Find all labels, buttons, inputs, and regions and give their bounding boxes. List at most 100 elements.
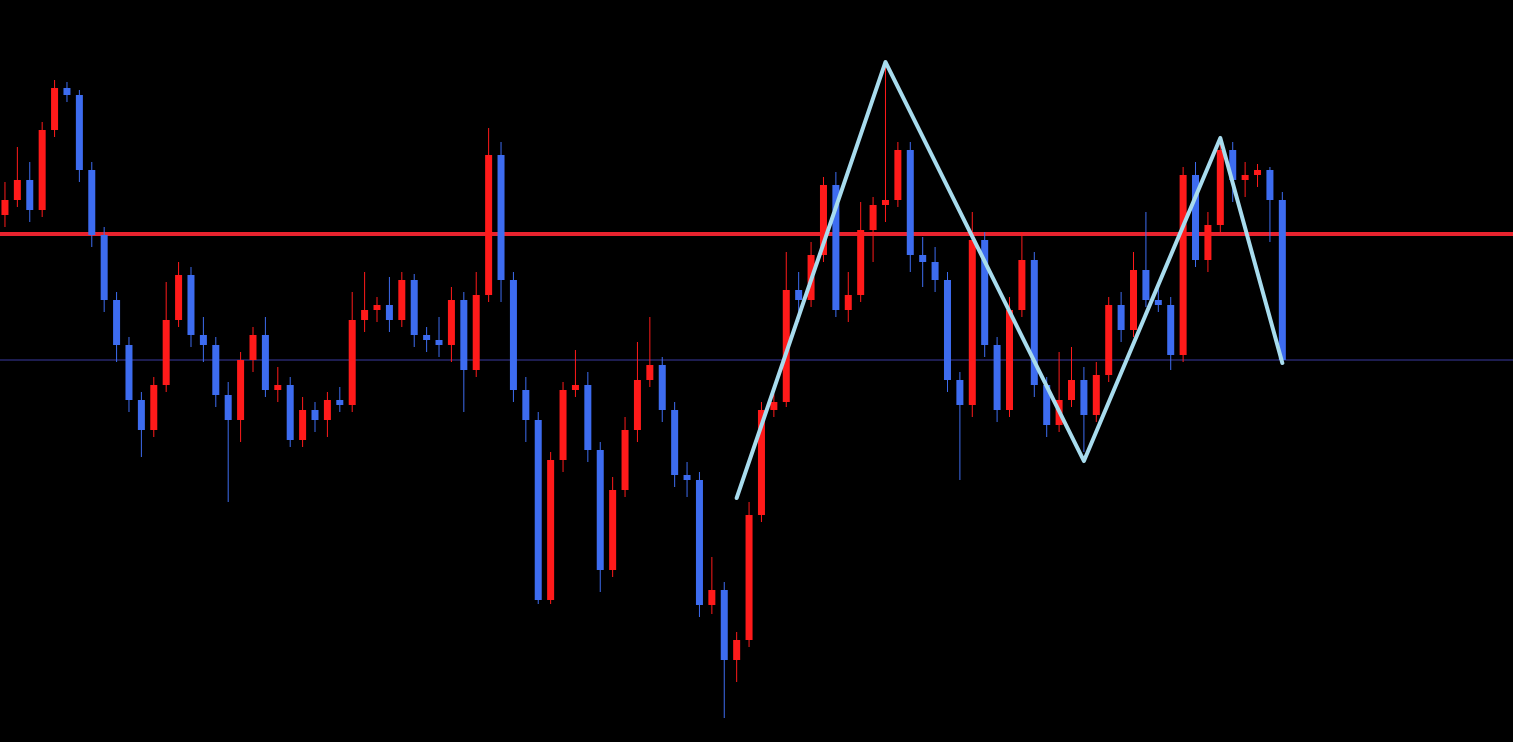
candle-body	[75, 95, 83, 170]
candle-body	[968, 240, 976, 405]
candle-body	[1142, 270, 1150, 300]
candle-body	[695, 480, 703, 605]
candle-body	[1167, 305, 1175, 355]
candle-body	[1192, 175, 1200, 260]
candle-body	[497, 155, 505, 280]
candle-body	[460, 300, 468, 370]
candle-body	[832, 185, 840, 310]
candle-body	[311, 410, 319, 420]
candle-body	[1204, 225, 1212, 260]
candle-body	[956, 380, 964, 405]
candle-body	[981, 240, 989, 345]
candle-body	[435, 340, 443, 345]
candle-body	[100, 235, 108, 300]
candle-body	[522, 390, 530, 420]
candle-body	[658, 365, 666, 410]
candle-body	[931, 262, 939, 280]
candle-body	[137, 400, 145, 430]
candle-body	[26, 180, 34, 210]
candle-body	[1117, 305, 1125, 330]
candle-body	[199, 335, 207, 345]
candle-body	[472, 295, 480, 370]
candle-body	[224, 395, 232, 420]
candle-body	[857, 230, 865, 295]
candle-body	[646, 365, 654, 380]
candle-body	[819, 185, 827, 255]
candle-body	[261, 335, 269, 390]
candle-body	[881, 200, 889, 205]
candle-body	[336, 400, 344, 405]
candle-body	[125, 345, 133, 400]
candle-body	[633, 380, 641, 430]
candle-body	[51, 88, 59, 130]
candle-body	[559, 390, 567, 460]
candle-body	[993, 345, 1001, 410]
candle-body	[596, 450, 604, 570]
candle-body	[323, 400, 331, 420]
candle-body	[1, 200, 9, 215]
candle-body	[361, 310, 369, 320]
candle-body	[1154, 300, 1162, 305]
candle-body	[63, 88, 71, 95]
candle-body	[88, 170, 96, 235]
candle-body	[1266, 170, 1274, 200]
candle-body	[175, 275, 183, 320]
candle-body	[1092, 375, 1100, 415]
candle-body	[212, 345, 220, 395]
candle-body	[113, 300, 121, 345]
candle-body	[844, 295, 852, 310]
candle-body	[1278, 200, 1286, 360]
candle-body	[609, 490, 617, 570]
candle-body	[150, 385, 158, 430]
candle-body	[869, 205, 877, 230]
candle-body	[1030, 260, 1038, 385]
candle-body	[1018, 260, 1026, 310]
candle-body	[1068, 380, 1076, 400]
candle-body	[943, 280, 951, 380]
candle-body	[733, 640, 741, 660]
candle-body	[720, 590, 728, 660]
candle-body	[286, 385, 294, 440]
candle-body	[1241, 175, 1249, 180]
candle-body	[919, 255, 927, 262]
candle-body	[584, 385, 592, 450]
zigzag-line	[734, 60, 1285, 500]
candle-body	[299, 410, 307, 440]
candle-body	[671, 410, 679, 475]
candle-body	[410, 280, 418, 335]
candle-body	[385, 305, 393, 320]
candle-body	[683, 475, 691, 480]
candle-body	[187, 275, 195, 335]
candle-body	[894, 150, 902, 200]
candle-body	[398, 280, 406, 320]
candle-body	[423, 335, 431, 340]
candle-body	[485, 155, 493, 295]
candle-body	[906, 150, 914, 255]
candle-body	[237, 360, 245, 420]
candle-body	[1130, 270, 1138, 330]
candle-body	[1080, 380, 1088, 415]
candle-body	[770, 402, 778, 410]
candle-body	[509, 280, 517, 390]
candle-body	[1005, 310, 1013, 410]
candle-body	[534, 420, 542, 600]
candle-body	[447, 300, 455, 345]
candle-body	[621, 430, 629, 490]
candle-body	[1043, 385, 1051, 425]
candle-body	[13, 180, 21, 200]
candle-body	[348, 320, 356, 405]
candle-body	[373, 305, 381, 310]
candle-body	[1254, 170, 1262, 175]
candle-body	[1229, 150, 1237, 180]
candle-body	[1216, 150, 1224, 225]
candle-body	[745, 515, 753, 640]
candle-body	[1105, 305, 1113, 375]
candle-body	[547, 460, 555, 600]
candle-body	[571, 385, 579, 390]
candle-body	[757, 410, 765, 515]
candle-body	[38, 130, 46, 210]
candle-body	[1179, 175, 1187, 355]
